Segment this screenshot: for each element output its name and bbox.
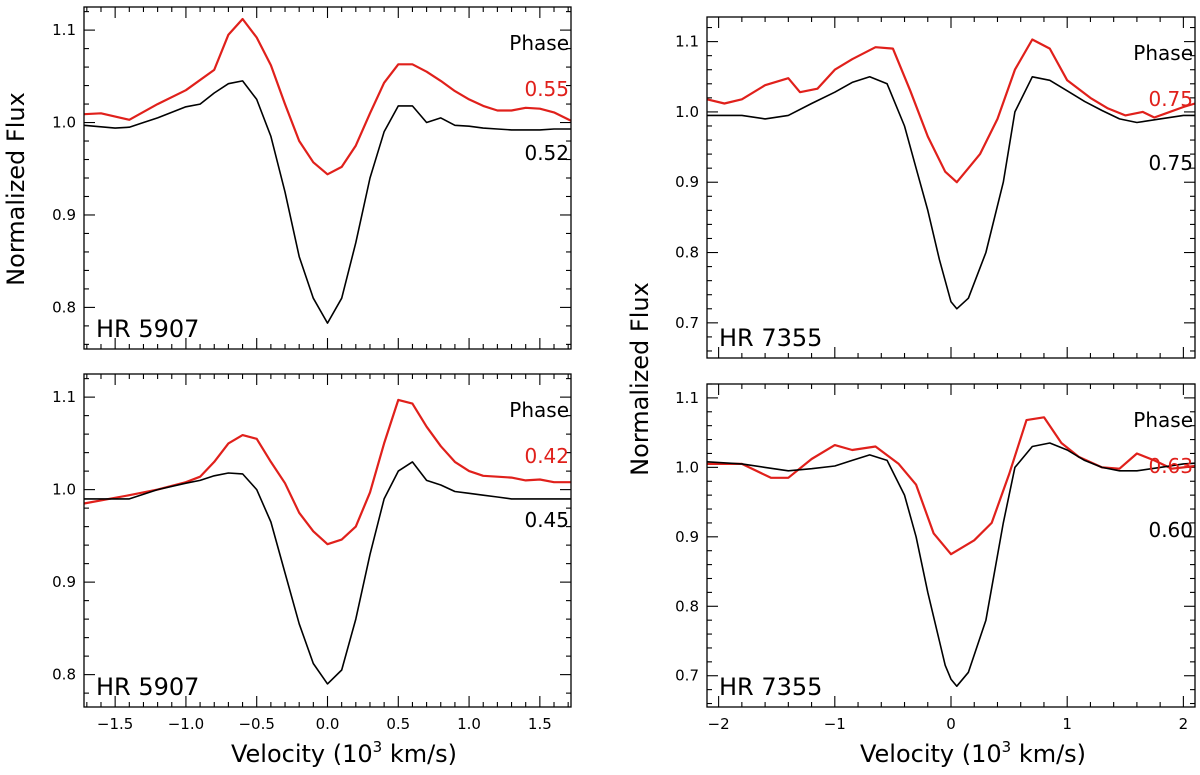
panel-hr7355-bottom: 0.7 0.8 0.9 1.0 1.1 −2 −1 0 1 2 HR 7355 Phase 0.… [675, 383, 1196, 733]
axis-ticks [84, 7, 571, 349]
phase-title: Phase [509, 398, 569, 422]
phase-title: Phase [1133, 41, 1193, 65]
axis-ticks [84, 374, 571, 707]
plot-frame [83, 6, 572, 350]
x-tick-label: 2 [1179, 715, 1189, 733]
y-tick-label: 0.8 [52, 298, 76, 316]
observed-spectrum-line [707, 76, 1195, 310]
x-tick-label: 1.0 [457, 715, 481, 733]
model-spectrum-line [707, 416, 1196, 556]
phase-title: Phase [509, 31, 569, 55]
y-tick-label: 1.1 [52, 388, 76, 406]
y-tick-labels: 0.8 0.9 1.0 1.1 [52, 388, 76, 684]
x-tick-label: 1 [1062, 715, 1072, 733]
axis-ticks [707, 17, 1195, 358]
phase-model-value: 0.55 [524, 77, 569, 101]
y-tick-label: 0.9 [52, 206, 76, 224]
observed-spectrum-line [706, 442, 1196, 688]
star-name-label: HR 7355 [719, 324, 822, 352]
y-tick-label: 0.9 [675, 528, 699, 546]
star-name-label: HR 7355 [719, 673, 822, 701]
x-tick-label: −1 [824, 715, 846, 733]
phase-observed-value: 0.75 [1148, 151, 1193, 175]
x-tick-label: 1.5 [528, 715, 552, 733]
x-tick-label: −1.5 [97, 715, 133, 733]
model-spectrum-line [706, 38, 1196, 184]
axis-ticks [707, 383, 1195, 707]
x-axis-title-right: Velocity (103 km/s) [860, 738, 1086, 768]
panel-hr5907-bottom: 0.8 0.9 1.0 1.1 −1.5 −1.0 −0.5 0.0 0.5 1.0 1.5 HR… [52, 373, 572, 733]
x-tick-labels: −1.5 −1.0 −0.5 0.0 0.5 1.0 1.5 [97, 715, 552, 733]
observed-spectrum-line [83, 80, 571, 324]
y-tick-labels: 0.7 0.8 0.9 1.0 1.1 [675, 389, 699, 685]
model-spectrum-line [83, 17, 572, 176]
x-tick-labels: −2 −1 0 1 2 [708, 715, 1189, 733]
x-tick-label: 0.5 [386, 715, 410, 733]
y-tick-label: 0.7 [675, 667, 699, 685]
x-axis-title-left: Velocity (103 km/s) [231, 738, 457, 768]
y-tick-label: 1.1 [675, 33, 699, 51]
plot-frame [706, 16, 1196, 359]
y-tick-label: 1.0 [675, 458, 699, 476]
x-tick-label: 0.0 [316, 715, 340, 733]
phase-model-value: 0.75 [1148, 87, 1193, 111]
star-name-label: HR 5907 [96, 673, 199, 701]
panel-hr7355-top: 0.7 0.8 0.9 1.0 1.1 HR 7355 Phase 0.75 0.75 [675, 16, 1196, 359]
y-axis-title-right: Normalized Flux [626, 282, 654, 476]
y-tick-labels: 0.8 0.9 1.0 1.1 [52, 21, 76, 316]
y-tick-labels: 0.7 0.8 0.9 1.0 1.1 [675, 33, 699, 332]
plot-frame [706, 383, 1196, 708]
y-tick-label: 0.8 [52, 666, 76, 684]
y-axis-title-left: Normalized Flux [2, 92, 30, 286]
phase-observed-value: 0.60 [1148, 518, 1193, 542]
y-tick-label: 1.0 [52, 114, 76, 132]
phase-title: Phase [1133, 408, 1193, 432]
y-tick-label: 0.8 [675, 244, 699, 262]
star-name-label: HR 5907 [96, 315, 199, 343]
observed-spectrum-line [84, 461, 571, 685]
y-tick-label: 1.0 [675, 103, 699, 121]
phase-model-value: 0.42 [524, 444, 569, 468]
y-tick-label: 0.9 [52, 573, 76, 591]
phase-observed-value: 0.52 [524, 141, 569, 165]
y-tick-label: 1.0 [52, 481, 76, 499]
y-tick-label: 1.1 [675, 389, 699, 407]
x-tick-label: −1.0 [168, 715, 204, 733]
model-spectrum-line [83, 398, 571, 546]
phase-observed-value: 0.45 [524, 508, 569, 532]
y-tick-label: 0.7 [675, 314, 699, 332]
x-tick-label: −2 [708, 715, 730, 733]
x-tick-label: 0 [946, 715, 956, 733]
plot-frame [83, 373, 572, 708]
x-tick-label: −0.5 [238, 715, 274, 733]
y-tick-label: 0.8 [675, 597, 699, 615]
panel-hr5907-top: 0.8 0.9 1.0 1.1 HR 5907 Phase 0.55 0.52 [52, 6, 572, 350]
y-tick-label: 1.1 [52, 21, 76, 39]
phase-model-value: 0.63 [1148, 454, 1193, 478]
y-tick-label: 0.9 [675, 173, 699, 191]
